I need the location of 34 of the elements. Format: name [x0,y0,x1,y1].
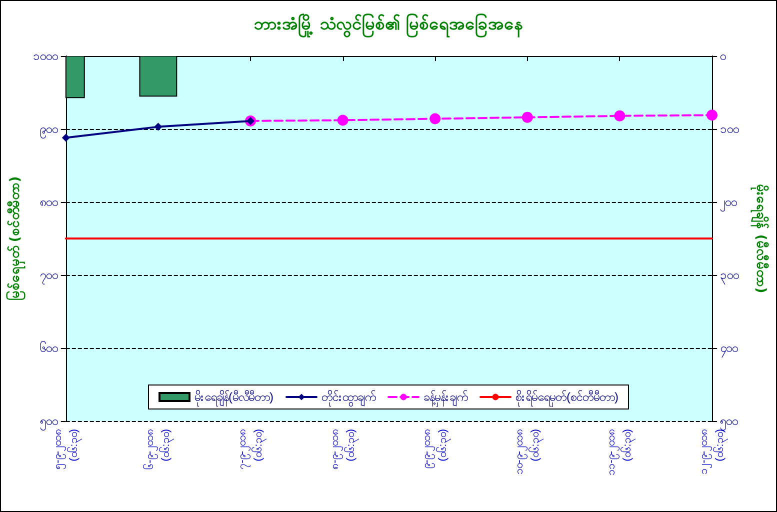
x-tick-label: ၇-၉-၂၀၁၈ (၀၆:၃၀) [236,429,266,470]
x-tick-label: ၁၂-၉-၂၀၁၈ (၀၆:၃၀) [698,429,728,474]
y2-tick-label: ၃၀၀ [720,268,739,285]
x-tick-label: ၉-၉-၂၀၁၈ (၀၆:၃၀) [421,429,452,468]
y2-tick-label: ၄၀၀ [720,341,738,358]
y-tick-label: ၈၀၀ [40,195,58,209]
y-tick-label: ၁၀၀၀ [32,49,58,63]
point [430,113,441,124]
x-tick-label: ၈-၉-၂၀၁၈ (၀၆:၃၀) [328,429,359,470]
legend-label: မိုးရေချိန်(မီလီမီတာ) [194,389,274,407]
legend-label: တိုင်းထွာချက် [322,389,376,407]
point [154,122,162,131]
legend-label: စိုးရိမ်ရေမှတ်(စင်တီမီတာ) [516,389,618,407]
x-tick-label: ၁၀-၉-၂၀၁၈ (၀၆:၃၀) [513,429,544,474]
y-axis-title: မြစ်ရေမှတ် (စင်တီမီတာ) [5,176,26,301]
point [706,110,718,121]
x-tick-label: ၁၁-၉-၂၀၁၈ (၀၆:၃၀) [606,429,636,476]
legend-label: ခန့်မှန်းချက် [424,389,468,407]
y-tick-label: ၉၀၀ [40,122,58,139]
y2-tick-label: ၁၀၀ [720,122,739,136]
y-tick-label: ၅၀၀ [40,414,58,428]
x-tick-label: ၆-၉-၂၀၁၈ (၀၆:၃၀) [143,429,174,470]
y2-axis-title: မိုးရေချိန် (မီလီမီတာ) [750,184,770,294]
point [62,134,70,142]
y2-tick-label: ၅၀၀ [720,414,738,428]
y2-tick-label: ၂၀၀ [720,195,737,212]
point [522,112,533,123]
point [337,114,348,126]
y2-tick-label: ၀ [720,49,726,63]
chart-title: ဘားအံမြို့ သံလွင်မြစ်၏ မြစ်ရေအခြေအနေ [253,12,523,38]
y-tick-label: ၆၀၀ [40,340,58,355]
y-tick-label: ၇၀၀ [40,268,58,285]
x-tick-label: ၅-၉-၂၀၁၈ (၀၆:၃၀) [52,429,82,470]
point [614,110,626,122]
